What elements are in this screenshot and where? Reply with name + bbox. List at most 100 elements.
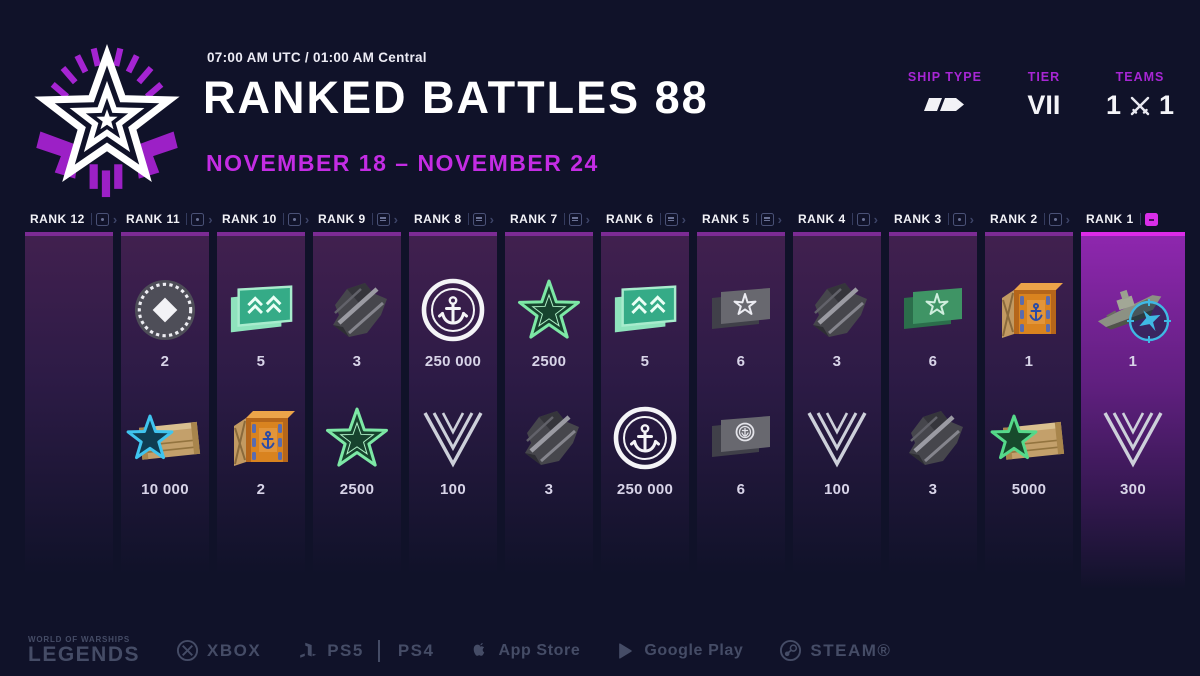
reward-item[interactable]: 6	[697, 398, 785, 498]
platform-google-play: Google Play	[616, 640, 743, 662]
rank-column-rank-11: RANK 11 › 2 10 000	[121, 206, 213, 604]
flag-teal-chevrons-icon	[217, 270, 305, 350]
rank-header-rank-8[interactable]: RANK 8 ›	[409, 206, 497, 232]
reward-item[interactable]: 250 000	[409, 270, 497, 370]
rank-label: RANK 9	[318, 212, 366, 226]
ranked-star-emblem-icon	[34, 43, 180, 198]
rank-stars-badge-icon	[376, 212, 390, 226]
star-green-icon	[505, 270, 593, 350]
teams-value: 1 1	[1106, 90, 1174, 121]
platforms-footer: WORLD OF WARSHIPS LEGENDS XBOX PS5 PS4 App …	[28, 634, 891, 666]
rank-column-rank-9: RANK 9 › 3 2500	[313, 206, 401, 604]
rank-label: RANK 1	[1086, 212, 1134, 226]
reward-quantity: 2500	[531, 353, 567, 370]
reward-item[interactable]: 3	[313, 270, 401, 370]
rank-rewards-panel: 3 100	[793, 232, 881, 604]
platform-ps5: PS5	[297, 640, 364, 662]
rank-header-rank-7[interactable]: RANK 7 ›	[505, 206, 593, 232]
reward-item[interactable]: 2	[121, 270, 209, 370]
rank-header-rank-5[interactable]: RANK 5 ›	[697, 206, 785, 232]
google-play-icon	[616, 640, 636, 662]
header-divider	[186, 213, 188, 225]
rank-stars-badge-icon	[856, 212, 870, 226]
teams-label: TEAMS	[1115, 70, 1165, 84]
destroyer-icon	[923, 95, 967, 115]
rank-header-rank-1[interactable]: RANK 1	[1081, 206, 1185, 232]
reward-quantity: 1	[1128, 353, 1138, 370]
ship-type-label: SHIP TYPE	[907, 70, 982, 84]
camouflage-icon	[505, 398, 593, 478]
rank-column-rank-2: RANK 2 › 1 5000	[985, 206, 1073, 604]
header-divider	[467, 213, 469, 225]
rank-label: RANK 8	[414, 212, 462, 226]
rank-label: RANK 11	[126, 212, 181, 226]
camouflage-icon	[889, 398, 977, 478]
ship-plane-emblem-icon	[1081, 270, 1185, 350]
page-title: RANKED BATTLES 88	[203, 72, 709, 123]
chevron-right-icon: ›	[585, 211, 591, 227]
reward-item[interactable]: 6	[889, 270, 977, 370]
reward-item[interactable]: 3	[889, 398, 977, 498]
reward-item[interactable]: 10 000	[121, 398, 209, 498]
reward-quantity: 250 000	[424, 353, 482, 370]
rank-label: RANK 3	[894, 212, 942, 226]
rank-header-rank-9[interactable]: RANK 9 ›	[313, 206, 401, 232]
season-date-range: NOVEMBER 18 – NOVEMBER 24	[206, 150, 599, 176]
rank-column-rank-7: RANK 7 › 2500 3	[505, 206, 593, 604]
chevron-right-icon: ›	[969, 211, 975, 227]
header-divider	[563, 213, 565, 225]
reward-item[interactable]: 3	[505, 398, 593, 498]
reward-item[interactable]: 100	[409, 398, 497, 498]
rank-rewards-panel: 1 5000	[985, 232, 1073, 604]
rank-header-rank-4[interactable]: RANK 4 ›	[793, 206, 881, 232]
flag-gray-coin-icon	[697, 398, 785, 478]
teams-block: TEAMS 1 1	[1106, 70, 1174, 121]
crate-orange-anchor-icon	[985, 270, 1073, 350]
reward-quantity: 5	[640, 353, 650, 370]
rank-header-rank-6[interactable]: RANK 6 ›	[601, 206, 689, 232]
season-meta: SHIP TYPE TIER VII TEAMS 1 1	[908, 70, 1174, 121]
credits-coin-icon	[601, 398, 689, 478]
reward-item[interactable]: 3	[793, 270, 881, 370]
chevron-right-icon: ›	[873, 211, 879, 227]
chevron-right-icon: ›	[681, 211, 687, 227]
rank-column-rank-12: RANK 12 ›	[25, 206, 117, 604]
rank-header-rank-12[interactable]: RANK 12 ›	[25, 206, 117, 232]
rank-rewards-panel: 5 250 000	[601, 232, 689, 604]
reward-quantity: 100	[824, 481, 850, 498]
platform-ps4: PS4	[378, 640, 435, 662]
header-divider	[1139, 213, 1141, 225]
rank-column-rank-6: RANK 6 › 5 250 000	[601, 206, 689, 604]
teams-right-count: 1	[1158, 90, 1174, 120]
brand-top-text: WORLD OF WARSHIPS	[28, 634, 131, 644]
reward-item[interactable]: 250 000	[601, 398, 689, 498]
reward-quantity: 2	[160, 353, 170, 370]
header-divider	[90, 213, 92, 225]
rank-header-rank-10[interactable]: RANK 10 ›	[217, 206, 309, 232]
credits-coin-icon	[409, 270, 497, 350]
reward-quantity: 3	[928, 481, 938, 498]
reward-item[interactable]: 1	[985, 270, 1073, 370]
reward-item[interactable]: 5	[217, 270, 305, 370]
reward-item[interactable]: 5	[601, 270, 689, 370]
reward-item[interactable]: 300	[1081, 398, 1185, 498]
reward-item[interactable]: 5000	[985, 398, 1073, 498]
rank-header-rank-3[interactable]: RANK 3 ›	[889, 206, 977, 232]
rank-header-rank-2[interactable]: RANK 2 ›	[985, 206, 1073, 232]
reward-item[interactable]: 2500	[313, 398, 401, 498]
rank-stars-badge-icon	[95, 212, 109, 226]
reward-item[interactable]: 2	[217, 398, 305, 498]
rank-stars-badge-icon	[1144, 212, 1158, 226]
season-start-time: 07:00 AM UTC / 01:00 AM Central	[207, 50, 427, 65]
camouflage-icon	[313, 270, 401, 350]
platform-label: Google Play	[644, 641, 744, 659]
wows-legends-logo: WORLD OF WARSHIPS LEGENDS	[28, 634, 140, 666]
reward-item[interactable]: 100	[793, 398, 881, 498]
rank-header-rank-11[interactable]: RANK 11 ›	[121, 206, 213, 232]
reward-item[interactable]: 6	[697, 270, 785, 370]
reward-item[interactable]: 1	[1081, 270, 1185, 370]
chevron-v-emblem-icon	[793, 398, 881, 478]
reward-item[interactable]: 2500	[505, 270, 593, 370]
